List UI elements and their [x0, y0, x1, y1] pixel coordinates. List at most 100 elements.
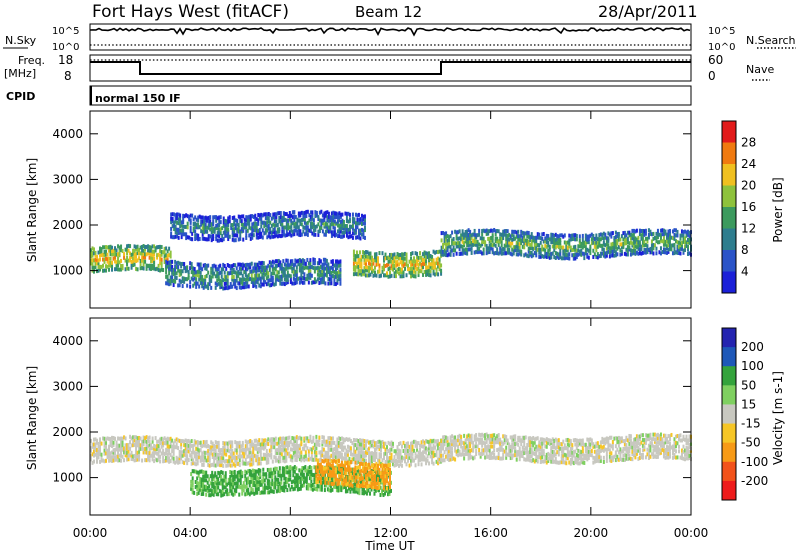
power-pixel [443, 241, 446, 246]
power-pixel [530, 239, 533, 244]
velocity-pixel [313, 453, 316, 458]
velocity-pixel [417, 454, 420, 459]
velocity-pixel [387, 481, 390, 486]
power-pixel [359, 231, 362, 236]
power-pixel [517, 229, 520, 234]
velocity-pixel [317, 469, 320, 474]
power-pixel [201, 232, 204, 237]
power-pixel [491, 228, 494, 233]
power-pixel [301, 276, 304, 281]
power-pixel [287, 226, 290, 231]
velocity-pixel [172, 448, 175, 453]
velocity-pixel [267, 457, 270, 462]
power-pixel [223, 275, 226, 280]
power-pixel [593, 237, 596, 242]
power-pixel [97, 264, 100, 269]
power-pixel [601, 232, 604, 237]
power-pixel [179, 224, 182, 229]
velocity-pixel [315, 473, 318, 478]
power-pixel [680, 240, 683, 245]
power-pixel [193, 276, 196, 281]
velocity-pixel [339, 454, 342, 459]
power-pixel [402, 263, 405, 268]
velocity-pixel [373, 458, 376, 463]
power-pixel [339, 269, 342, 274]
velocity-pixel [398, 448, 401, 453]
power-pixel [610, 246, 613, 251]
velocity-pixel [169, 444, 172, 449]
power-pixel [192, 226, 195, 231]
power-pixel [432, 265, 435, 270]
power-pixel [524, 238, 527, 243]
power-pixel [178, 269, 181, 274]
velocity-pixel [147, 457, 150, 462]
power-pixel [514, 248, 517, 253]
power-pixel [604, 235, 607, 240]
velocity-pixel [283, 481, 286, 486]
velocity-pixel [354, 469, 357, 474]
power-pixel [458, 243, 461, 248]
power-pixel [313, 277, 316, 282]
power-pixel [544, 251, 547, 256]
power-pixel [440, 231, 443, 236]
velocity-pixel [351, 475, 354, 480]
power-pixel [577, 248, 580, 253]
velocity-pixel [432, 461, 435, 466]
velocity-pixel [337, 454, 340, 459]
velocity-pixel [277, 473, 280, 478]
power-pixel [296, 221, 299, 226]
power-pixel [644, 248, 647, 253]
velocity-pixel [210, 447, 213, 452]
power-pixel [526, 234, 529, 239]
velocity-pixel [239, 473, 242, 478]
power-pixel [581, 245, 584, 250]
power-pixel [291, 232, 294, 237]
velocity-pixel [274, 477, 277, 482]
velocity-pixel [367, 440, 370, 445]
velocity-pixel [361, 457, 364, 462]
power-pixel [317, 232, 320, 237]
velocity-pixel [249, 442, 252, 447]
power-pixel [637, 246, 640, 251]
velocity-pixel [327, 451, 330, 456]
power-pixel [414, 251, 417, 256]
velocity-pixel [151, 439, 154, 444]
power-pixel [655, 251, 658, 256]
power-pixel [183, 214, 186, 219]
velocity-pixel [336, 440, 339, 445]
velocity-pixel [278, 481, 281, 486]
velocity-pixel [414, 455, 417, 460]
velocity-pixel [428, 443, 431, 448]
power-pixel [303, 276, 306, 281]
power-pixel [300, 276, 303, 281]
velocity-pixel [353, 489, 356, 494]
power-pixel [288, 230, 291, 235]
power-pixel [499, 250, 502, 255]
power-pixel [324, 213, 327, 218]
velocity-pixel [248, 472, 251, 477]
velocity-pixel [159, 437, 162, 442]
power-pixel [174, 264, 177, 269]
power-pixel [574, 237, 577, 242]
velocity-pixel [117, 436, 120, 441]
power-pixel [347, 230, 350, 235]
power-pixel [322, 269, 325, 274]
power-pixel [264, 230, 267, 235]
power-pixel [393, 252, 396, 257]
velocity-pixel [111, 435, 114, 440]
power-pixel [189, 225, 192, 230]
velocity-pixel [328, 477, 331, 482]
velocity-pixel [379, 471, 382, 476]
power-pixel [331, 269, 334, 274]
velocity-pixel [351, 478, 354, 483]
power-pixel [431, 258, 434, 263]
velocity-pixel [360, 446, 363, 451]
velocity-pixel [199, 469, 202, 474]
power-pixel [595, 240, 598, 245]
velocity-pixel [325, 442, 328, 447]
power-pixel [635, 228, 638, 233]
power-pixel [138, 247, 141, 252]
power-pixel [237, 229, 240, 234]
power-pixel [183, 265, 186, 270]
power-pixel [234, 233, 237, 238]
